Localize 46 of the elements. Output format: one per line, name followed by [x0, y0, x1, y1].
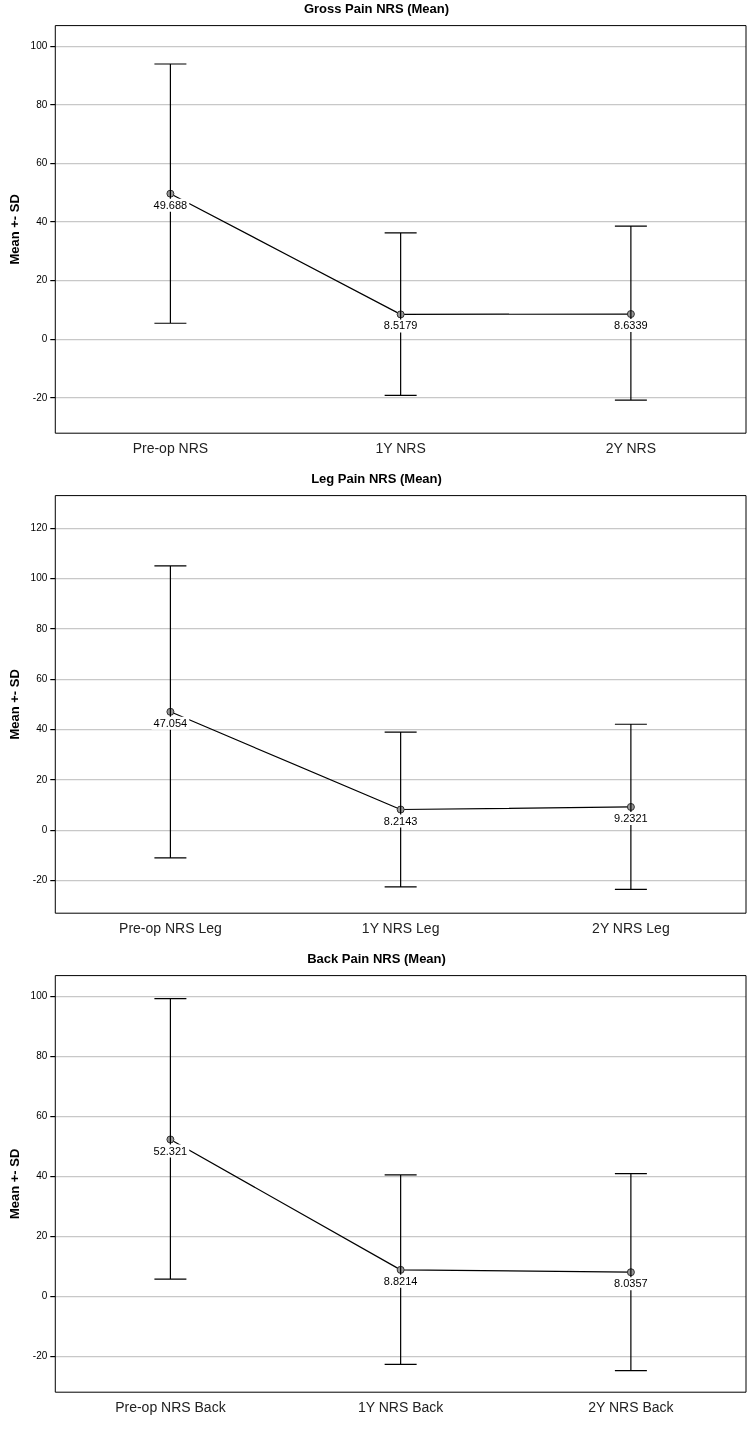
y-tick-label: 20	[36, 274, 48, 286]
x-tick-label: Pre-op NRS	[132, 440, 209, 457]
data-label: 52.321	[153, 1144, 188, 1157]
y-tick-label: 80	[36, 1050, 48, 1062]
y-tick-label: 60	[36, 157, 48, 169]
y-tick-label: 40	[36, 215, 48, 227]
y-axis-title: Mean +- SD	[7, 194, 23, 265]
x-tick-label: 2Y NRS	[605, 440, 657, 457]
y-tick-label: -20	[32, 874, 48, 886]
data-label: 8.6339	[614, 319, 648, 332]
y-tick-label: 20	[36, 1230, 48, 1242]
data-label: 49.688	[153, 198, 188, 211]
y-tick-label: 80	[36, 622, 48, 634]
y-tick-label: 60	[36, 672, 48, 684]
y-tick-label: -20	[32, 1349, 48, 1361]
y-tick-label: 100	[30, 572, 48, 584]
chart-title: Gross Pain NRS (Mean)	[303, 1, 450, 17]
x-tick-label: Pre-op NRS Leg	[119, 920, 222, 937]
chart-title: Back Pain NRS (Mean)	[307, 951, 446, 967]
y-tick-label: 20	[36, 773, 48, 785]
data-label: 8.8214	[383, 1274, 418, 1287]
data-label: 47.054	[153, 716, 188, 729]
x-tick-label: 1Y NRS Back	[357, 1399, 445, 1416]
data-label: 8.2143	[383, 814, 418, 827]
x-tick-label: 2Y NRS Back	[588, 1399, 675, 1416]
x-tick-label: 1Y NRS	[375, 440, 426, 457]
y-tick-label: 40	[36, 1170, 48, 1182]
chart-title: Leg Pain NRS (Mean)	[311, 471, 442, 487]
y-tick-label: 0	[41, 333, 48, 345]
y-tick-label: -20	[32, 391, 48, 403]
y-tick-label: 40	[36, 723, 48, 735]
y-tick-label: 0	[41, 823, 48, 835]
x-tick-label: 2Y NRS Leg	[592, 920, 670, 937]
y-tick-label: 60	[36, 1110, 48, 1122]
x-tick-label: Pre-op NRS Back	[115, 1399, 227, 1416]
y-tick-label: 120	[30, 522, 48, 534]
x-tick-label: 1Y NRS Leg	[361, 920, 440, 937]
data-label: 8.0357	[614, 1277, 648, 1290]
data-label: 9.2321	[614, 811, 648, 824]
y-tick-label: 100	[30, 990, 48, 1002]
y-axis-title: Mean +- SD	[7, 1148, 23, 1220]
y-tick-label: 100	[30, 39, 48, 51]
data-label: 8.5179	[383, 319, 418, 332]
y-tick-label: 80	[36, 98, 48, 110]
y-axis-title: Mean +- SD	[7, 669, 23, 740]
y-tick-label: 0	[41, 1290, 48, 1302]
